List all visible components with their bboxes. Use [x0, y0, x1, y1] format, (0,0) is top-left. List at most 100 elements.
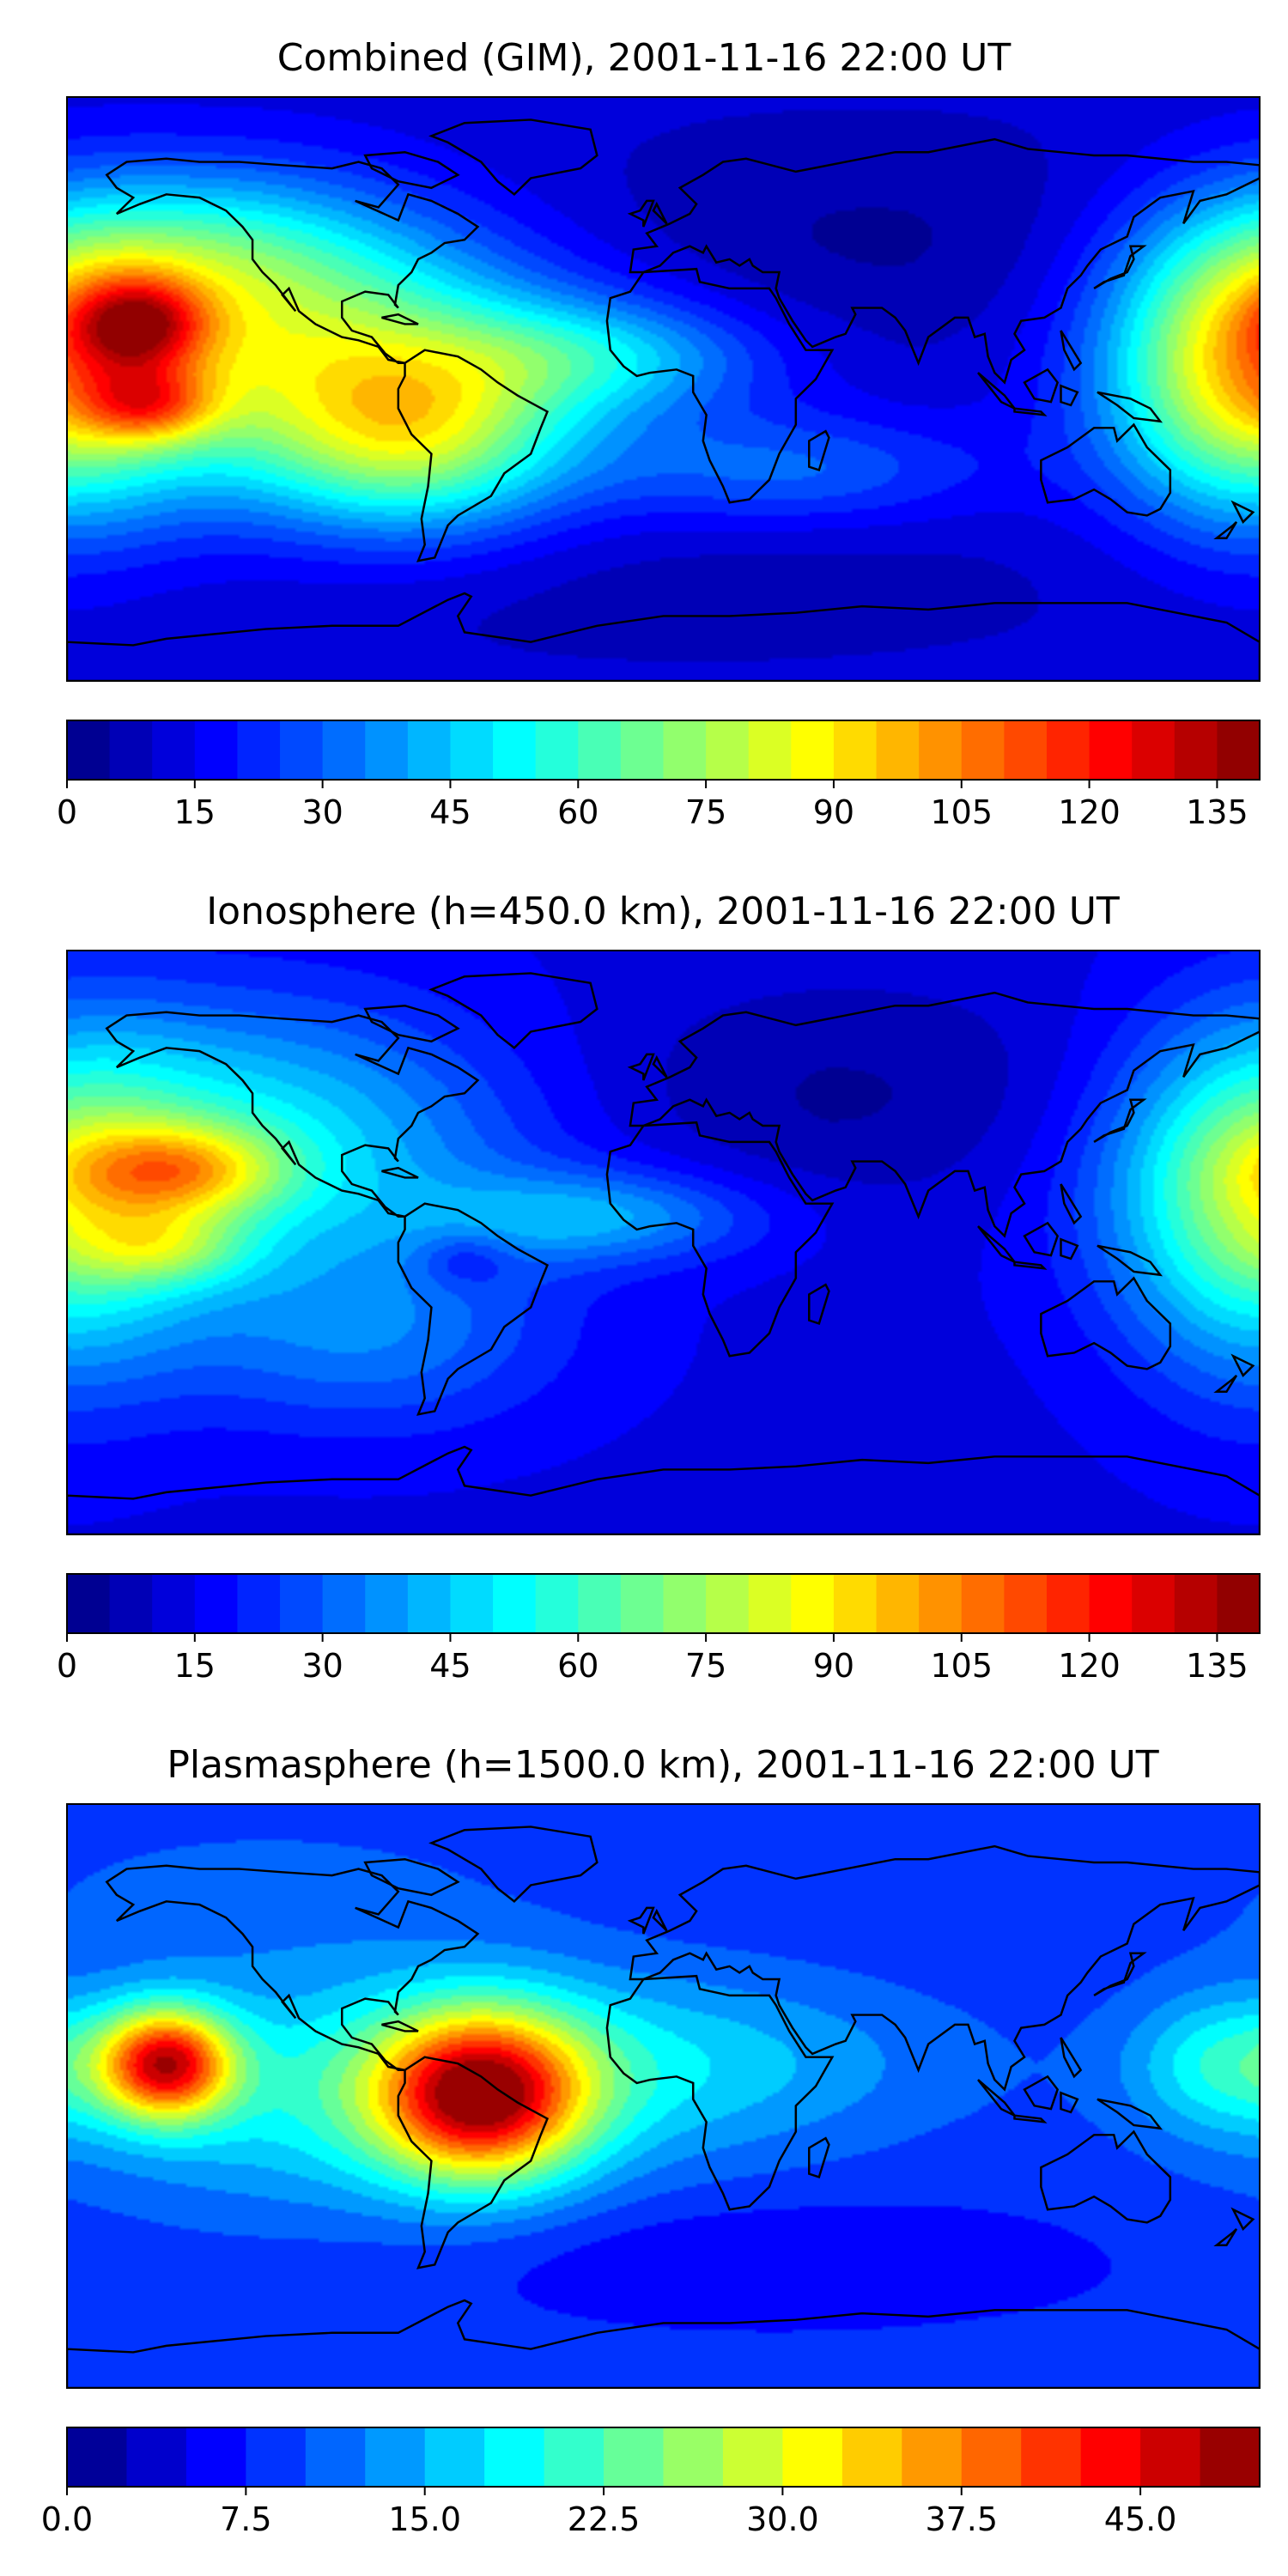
- colorbar-segment: [620, 720, 665, 780]
- colorbar-segment: [152, 720, 196, 780]
- colorbar-segment: [322, 720, 366, 780]
- colorbar-segment: [833, 720, 878, 780]
- panel-3-colorbar: 0.0 7.5 15.0 22.5 30.0 37.5 45.0: [41, 2427, 1261, 2538]
- colorbar-segment: [1132, 1574, 1176, 1633]
- colorbar-tick-label: 15: [174, 1647, 216, 1685]
- colorbar-segment: [1004, 1574, 1048, 1633]
- colorbar-segment: [1217, 720, 1261, 780]
- colorbar-segment: [578, 720, 622, 780]
- colorbar-segment: [194, 1574, 239, 1633]
- colorbar-segment: [280, 1574, 324, 1633]
- colorbar-tick-label: 0: [57, 1647, 77, 1685]
- colorbar-segment: [407, 720, 452, 780]
- colorbar-segment: [67, 720, 111, 780]
- panel-3-title: Plasmasphere (h=1500.0 km), 2001-11-16 2…: [167, 1743, 1158, 1787]
- colorbar-segment: [535, 1574, 579, 1633]
- panel-1-heatmap: [67, 97, 1260, 681]
- colorbar-segment: [1089, 1574, 1133, 1633]
- colorbar-tick-label: 30: [301, 793, 343, 831]
- colorbar-segment: [535, 720, 579, 780]
- colorbar-segment: [246, 2427, 307, 2487]
- colorbar-tick-label: 30.0: [746, 2500, 819, 2538]
- colorbar-segment: [1046, 1574, 1091, 1633]
- colorbar-segment: [152, 1574, 196, 1633]
- colorbar-segment: [1140, 2427, 1201, 2487]
- colorbar-segment: [1174, 720, 1218, 780]
- colorbar-segment: [961, 720, 1005, 780]
- colorbar-segment: [876, 720, 920, 780]
- colorbar-segment: [961, 1574, 1005, 1633]
- colorbar-tick-label: 105: [930, 1647, 993, 1685]
- colorbar-segment: [194, 720, 239, 780]
- colorbar-segment: [1080, 2427, 1141, 2487]
- colorbar-segment: [919, 720, 963, 780]
- panel-1-map: [66, 96, 1261, 682]
- colorbar-segment: [322, 1574, 366, 1633]
- colorbar-segment: [424, 2427, 485, 2487]
- panel-3-map: [66, 1803, 1261, 2389]
- colorbar-segment: [109, 720, 153, 780]
- colorbar-tick-label: 22.5: [568, 2500, 641, 2538]
- colorbar-tick-label: 30: [301, 1647, 343, 1685]
- colorbar-segment: [791, 1574, 835, 1633]
- colorbar-segment: [1089, 720, 1133, 780]
- colorbar-tick-label: 37.5: [925, 2500, 998, 2538]
- panel-1-title: Combined (GIM), 2001-11-16 22:00 UT: [277, 36, 1012, 80]
- colorbar-segment: [961, 2427, 1022, 2487]
- colorbar-segment: [407, 1574, 452, 1633]
- colorbar-segment: [450, 1574, 494, 1633]
- colorbar-segment: [791, 720, 835, 780]
- colorbar-segment: [365, 1574, 409, 1633]
- panel-3-frame: [66, 1803, 1261, 2389]
- colorbar-segment: [706, 1574, 750, 1633]
- panel-2-colorbar-frame: [66, 1573, 1261, 1634]
- panel-1-frame: [66, 96, 1261, 682]
- colorbar-tick-label: 15.0: [388, 2500, 461, 2538]
- colorbar-segment: [1046, 720, 1091, 780]
- colorbar-segment: [578, 1574, 622, 1633]
- colorbar-segment: [706, 720, 750, 780]
- colorbar-segment: [185, 2427, 246, 2487]
- colorbar-segment: [1021, 2427, 1082, 2487]
- panel-3-colorbar-frame: [66, 2427, 1261, 2488]
- colorbar-segment: [280, 720, 324, 780]
- colorbar-tick-label: 60: [557, 1647, 598, 1685]
- colorbar-segment: [722, 2427, 783, 2487]
- colorbar-segment: [1174, 1574, 1218, 1633]
- colorbar-tick-label: 75: [685, 793, 726, 831]
- panel-3-heatmap: [67, 1804, 1260, 2388]
- colorbar-segment: [544, 2427, 605, 2487]
- colorbar-segment: [67, 1574, 111, 1633]
- colorbar-segment: [663, 720, 707, 780]
- colorbar-segment: [919, 1574, 963, 1633]
- colorbar-tick-label: 7.5: [220, 2500, 271, 2538]
- colorbar-segment: [365, 720, 409, 780]
- colorbar-segment: [450, 720, 494, 780]
- colorbar-segment: [1132, 720, 1176, 780]
- colorbar-tick-label: 0.0: [41, 2500, 93, 2538]
- colorbar-segment: [484, 2427, 545, 2487]
- colorbar-tick-label: 45.0: [1104, 2500, 1177, 2538]
- colorbar-segment: [237, 1574, 281, 1633]
- colorbar-segment: [782, 2427, 843, 2487]
- colorbar-segment: [620, 1574, 665, 1633]
- colorbar-segment: [748, 1574, 792, 1633]
- colorbar-tick-label: 45: [429, 1647, 471, 1685]
- panel-2-frame: [66, 950, 1261, 1535]
- colorbar-tick-label: 120: [1058, 793, 1121, 831]
- colorbar-tick-label: 60: [557, 793, 598, 831]
- colorbar-segment: [902, 2427, 963, 2487]
- colorbar-tick-label: 90: [813, 1647, 854, 1685]
- colorbar-segment: [365, 2427, 426, 2487]
- panel-2-map: [66, 950, 1261, 1535]
- colorbar-segment: [1200, 2427, 1261, 2487]
- panel-2-colorbar: 0 15 30 45 60 75 90 105 120 135: [57, 1573, 1261, 1685]
- colorbar-tick-label: 45: [429, 793, 471, 831]
- colorbar-segment: [237, 720, 281, 780]
- colorbar-segment: [493, 720, 537, 780]
- colorbar-segment: [748, 720, 792, 780]
- colorbar-segment: [67, 2427, 128, 2487]
- colorbar-tick-label: 135: [1186, 1647, 1249, 1685]
- colorbar-segment: [126, 2427, 187, 2487]
